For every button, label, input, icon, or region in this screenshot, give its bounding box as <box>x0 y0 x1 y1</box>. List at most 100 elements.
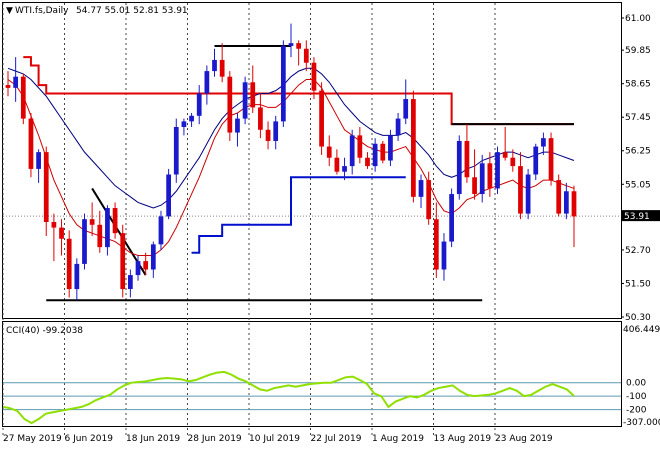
candle-body <box>418 180 424 197</box>
candle <box>411 90 416 203</box>
candle <box>510 149 516 172</box>
candle <box>556 174 562 217</box>
candle-body <box>426 180 432 220</box>
price-tick-label: 50.30 <box>625 313 651 323</box>
candle <box>357 126 363 164</box>
candle-body <box>82 219 87 264</box>
candle-body <box>380 143 386 161</box>
candle <box>66 230 72 298</box>
slow-moving-average <box>7 67 575 209</box>
candle-body <box>395 118 401 136</box>
candle <box>472 149 477 200</box>
candle <box>456 135 462 200</box>
candle <box>502 126 508 161</box>
candle <box>479 154 485 203</box>
price-tick-label: 57.45 <box>625 113 651 123</box>
candle <box>273 115 279 150</box>
candle-body <box>479 163 485 195</box>
candle <box>28 113 34 178</box>
candle-body <box>334 157 340 172</box>
candle <box>97 210 103 253</box>
candle <box>418 174 424 209</box>
candle-body <box>189 115 194 122</box>
candle <box>120 224 126 298</box>
candle <box>135 255 141 281</box>
candle <box>296 40 302 66</box>
ohlc-label: 54.77 55.01 52.81 53.91 <box>76 6 188 16</box>
candle <box>533 143 539 181</box>
candle-body <box>456 140 462 195</box>
candle <box>487 152 493 197</box>
candle-body <box>13 76 19 88</box>
cci-series <box>2 370 575 425</box>
candle-body <box>150 244 156 270</box>
resistance-stepline <box>23 56 574 126</box>
candle <box>173 118 179 183</box>
candle <box>196 85 202 125</box>
candle <box>20 73 26 125</box>
candle <box>342 157 347 181</box>
candle <box>303 40 309 72</box>
candle <box>166 168 171 220</box>
cci-level-label: -200 <box>626 406 647 416</box>
candle-body <box>20 76 26 119</box>
fast-moving-average <box>7 78 575 257</box>
candle <box>349 129 355 175</box>
candle <box>212 48 217 77</box>
main-panel-frame <box>2 2 622 319</box>
candle-body <box>403 99 409 119</box>
candle <box>372 138 378 172</box>
candle-body <box>166 174 171 217</box>
symbol-arrow-icon[interactable]: ▼ <box>6 6 13 16</box>
candle-body <box>464 140 470 178</box>
price-tick-label: 51.50 <box>625 279 651 289</box>
candle-body <box>365 157 370 167</box>
candle <box>280 40 286 127</box>
symbol-label: WTI.fs,Daily <box>15 6 69 16</box>
time-tick-label: 23 Aug 2019 <box>495 434 553 444</box>
candle <box>380 140 386 164</box>
candle-body <box>487 163 493 189</box>
candle-body <box>250 82 256 108</box>
candle-body <box>288 43 294 46</box>
time-tick-label: 18 Jun 2019 <box>126 434 180 444</box>
candle <box>5 71 11 97</box>
candle <box>403 79 409 125</box>
candle <box>158 210 164 250</box>
candle-body <box>273 121 279 141</box>
candle <box>89 202 95 236</box>
candle-body <box>74 263 80 290</box>
candle <box>441 233 447 281</box>
candle-body <box>219 59 225 77</box>
candle-body <box>97 224 103 248</box>
price-tick-label: 59.85 <box>625 46 651 56</box>
candle-body <box>181 121 187 127</box>
candle <box>105 205 110 256</box>
candle-body <box>59 227 64 239</box>
candle-body <box>518 166 523 214</box>
candle-body <box>525 174 531 214</box>
candle <box>181 118 187 136</box>
candle-body <box>128 275 133 290</box>
indicator-label: CCI(40) -99.2038 <box>6 326 83 336</box>
candle-body <box>502 152 508 158</box>
candle-body <box>311 62 317 91</box>
candle-body <box>441 241 447 270</box>
candle <box>59 219 64 256</box>
candle <box>288 23 294 58</box>
price-tick-label: 52.70 <box>625 246 651 256</box>
time-tick-label: 1 Aug 2019 <box>372 434 424 444</box>
time-tick-label: 27 May 2019 <box>3 434 62 444</box>
candle-body <box>89 219 95 225</box>
cci-levels: 0.00 -100 -200 <box>3 379 647 416</box>
candle-body <box>411 99 416 197</box>
candle-body <box>326 146 332 158</box>
candle-body <box>510 157 516 167</box>
candle-body <box>66 238 72 290</box>
candle-body <box>541 138 546 147</box>
candle-body <box>173 126 179 175</box>
price-tick-label: 58.65 <box>625 80 651 90</box>
candlesticks[interactable] <box>5 23 577 301</box>
candle-body <box>43 152 49 222</box>
